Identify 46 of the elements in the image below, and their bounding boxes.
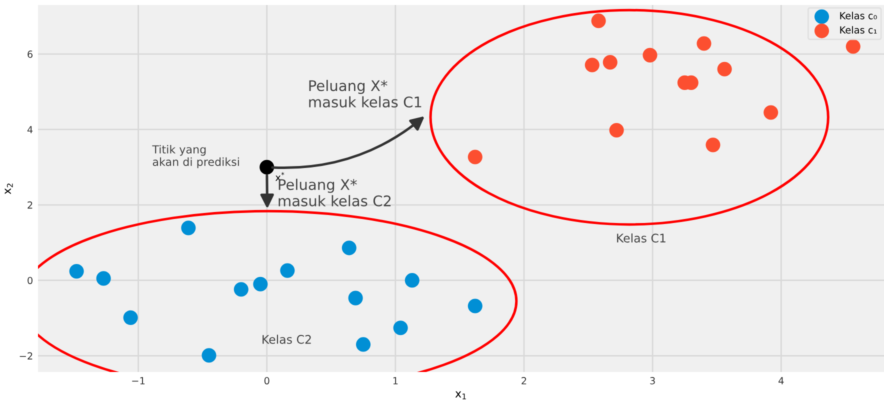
point	[253, 276, 268, 292]
point	[348, 290, 363, 306]
point	[642, 48, 658, 62]
point	[202, 348, 216, 363]
annotation: Kelas C2	[262, 334, 311, 344]
point	[717, 62, 732, 76]
point	[696, 36, 712, 51]
point	[602, 55, 618, 70]
annotation: Peluang X* masuk kelas C1	[309, 80, 422, 108]
annotation: Kelas C1	[617, 233, 666, 243]
point	[584, 58, 600, 72]
x-tick-label: 2	[522, 377, 526, 384]
y-tick-label: 0	[28, 276, 32, 284]
x-axis-title: x$_{1}$	[455, 391, 466, 400]
annotation: Peluang X* masuk kelas C2	[278, 178, 391, 206]
point	[846, 39, 860, 54]
y-tick-label: 4	[27, 126, 33, 134]
point	[342, 240, 356, 256]
x-tick-label: 4	[778, 377, 784, 384]
y-tick-label: −2	[20, 352, 32, 360]
annotation: Titik yang akan di prediksi	[152, 144, 239, 168]
x-tick-label: 3	[650, 377, 655, 384]
y-tick-label: 2	[28, 201, 32, 209]
point	[764, 105, 778, 120]
x-tick-label: −1	[132, 377, 145, 384]
point	[468, 298, 482, 314]
y-tick-label: 6	[28, 50, 33, 58]
point	[260, 160, 274, 174]
point	[591, 14, 606, 28]
point	[123, 310, 138, 325]
legend-label: Kelas c₁	[840, 26, 877, 34]
y-axis-title: x$_{2}$	[4, 184, 13, 194]
point	[404, 273, 420, 288]
point	[280, 263, 295, 278]
point	[609, 122, 624, 138]
point	[69, 264, 84, 279]
point	[356, 337, 371, 352]
point	[181, 220, 196, 236]
point	[706, 138, 720, 152]
x-tick-label: 1	[393, 377, 398, 384]
point	[393, 320, 408, 336]
point	[468, 150, 482, 164]
legend-label: Kelas c₀	[840, 12, 877, 20]
point	[234, 282, 248, 297]
point	[96, 271, 111, 286]
x-tick-label: 0	[264, 377, 270, 384]
